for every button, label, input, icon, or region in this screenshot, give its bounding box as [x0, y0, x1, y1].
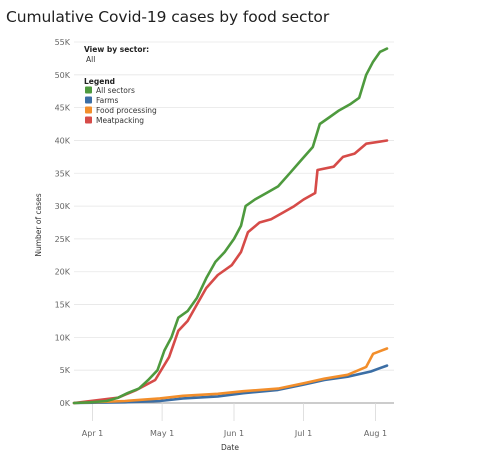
legend-title: Legend — [84, 77, 115, 86]
y-tick-label: 50K — [55, 71, 71, 80]
y-tick-label: 40K — [55, 136, 71, 145]
y-tick-label: 45K — [55, 104, 71, 113]
y-tick-label: 30K — [55, 202, 71, 211]
series-lines — [72, 47, 389, 405]
y-tick-label: 0K — [60, 399, 71, 408]
filter-label: View by sector: — [84, 45, 149, 54]
y-tick-label: 15K — [55, 301, 71, 310]
x-tick-label: Jul 1 — [294, 429, 312, 438]
legend-swatch — [85, 106, 92, 114]
x-tick-label: Jun 1 — [223, 429, 244, 438]
filter-value[interactable]: All — [86, 55, 95, 64]
x-axis-label: Date — [221, 443, 239, 452]
y-tick-label: 35K — [55, 169, 71, 178]
y-axis-ticks: 0K 5K 10K 15K 20K 25K 30K 35K 40K 45K 50K 55K — [55, 38, 71, 408]
y-axis-label: Number of cases — [34, 193, 43, 256]
y-tick-label: 55K — [55, 38, 71, 47]
page-title: Cumulative Covid-19 cases by food sector — [6, 8, 330, 26]
legend-entry[interactable]: Farms — [96, 96, 118, 105]
x-tick-label: May 1 — [150, 429, 174, 438]
x-tick-label: Apr 1 — [82, 429, 103, 438]
legend-swatch — [85, 96, 92, 104]
x-tick-label: Aug 1 — [364, 429, 387, 438]
series-line-food-processing[interactable] — [72, 347, 389, 405]
legend-entry[interactable]: Meatpacking — [96, 116, 144, 125]
y-tick-label: 10K — [55, 333, 71, 342]
y-tick-label: 25K — [55, 235, 71, 244]
legend-swatch — [85, 116, 92, 124]
series-line-all-sectors[interactable] — [72, 47, 389, 405]
y-tick-label: 5K — [60, 366, 71, 375]
x-axis-ticks: Apr 1 May 1 Jun 1 Jul 1 Aug 1 — [82, 403, 387, 438]
legend-entry[interactable]: All sectors — [96, 86, 135, 95]
legend-swatch — [85, 86, 92, 94]
legend-entry[interactable]: Food processing — [96, 106, 157, 115]
series-line-meatpacking[interactable] — [72, 139, 389, 405]
series-line-farms[interactable] — [72, 364, 389, 405]
gridlines — [74, 41, 394, 404]
y-tick-label: 20K — [55, 268, 71, 277]
